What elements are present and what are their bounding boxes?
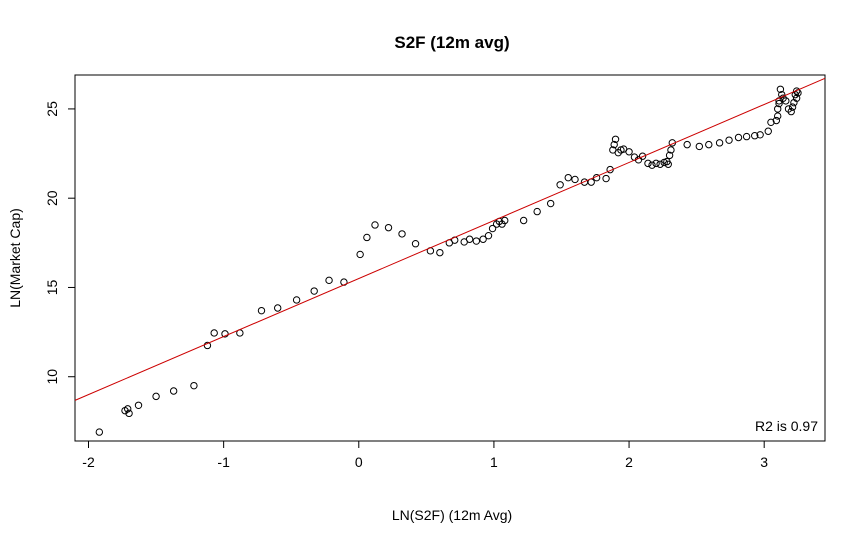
data-point: [792, 94, 801, 102]
x-axis-label: LN(S2F) (12m Avg): [392, 507, 512, 523]
data-point: [742, 132, 751, 141]
data-point: [472, 237, 481, 245]
data-point: [310, 287, 318, 295]
data-point: [644, 159, 652, 168]
data-point: [602, 174, 610, 183]
data-point: [788, 103, 797, 111]
data-point: [725, 136, 733, 144]
data-point: [546, 199, 555, 208]
data-point: [257, 306, 266, 315]
y-tick-label: 15: [44, 279, 60, 295]
data-point: [705, 140, 713, 149]
plot-frame: [74, 74, 826, 442]
chart-title: S2F (12m avg): [394, 33, 509, 52]
data-point: [533, 207, 541, 216]
data-point: [734, 133, 743, 142]
data-point: [411, 240, 420, 248]
data-point: [648, 161, 656, 169]
x-tick-label: 0: [355, 454, 363, 470]
y-tick-label: 20: [44, 190, 60, 206]
data-point: [95, 428, 104, 436]
data-point: [772, 116, 781, 125]
data-point: [774, 105, 782, 113]
data-point: [371, 221, 379, 229]
y-tick-label: 25: [44, 101, 60, 117]
data-point: [210, 329, 218, 337]
data-point: [774, 112, 782, 120]
data-point: [221, 330, 229, 338]
data-point: [169, 387, 178, 395]
x-tick-label: -2: [82, 454, 95, 470]
data-point: [652, 159, 660, 168]
data-point: [611, 135, 620, 143]
data-point: [124, 405, 132, 413]
data-point: [479, 235, 487, 243]
data-point: [203, 341, 212, 350]
data-point: [363, 233, 371, 242]
data-point: [501, 216, 509, 225]
data-point: [356, 250, 364, 259]
data-point: [556, 181, 564, 189]
x-tick-label: 3: [760, 454, 768, 470]
data-point: [756, 131, 764, 139]
data-point: [792, 87, 801, 95]
data-point: [436, 248, 444, 257]
data-point: [665, 151, 674, 160]
data-point: [767, 118, 775, 127]
data-point: [152, 392, 160, 401]
data-point: [776, 85, 785, 93]
x-tick-label: 1: [490, 454, 498, 470]
x-tick-label: 2: [625, 454, 633, 470]
data-point: [134, 401, 143, 409]
y-tick-label: 10: [44, 369, 60, 385]
data-point: [292, 296, 301, 304]
data-point: [488, 224, 497, 233]
data-point: [695, 142, 704, 151]
data-point: [667, 146, 675, 154]
data-point: [638, 152, 647, 160]
data-point: [787, 107, 795, 116]
data-point: [610, 140, 618, 149]
data-point: [625, 148, 633, 156]
data-point: [465, 235, 474, 243]
x-axis: -2 -1 0 1 2 3: [82, 440, 768, 470]
data-points: [95, 85, 802, 436]
data-point: [398, 230, 406, 238]
data-point: [764, 127, 772, 135]
regression-line: [74, 77, 826, 401]
data-point: [683, 140, 691, 149]
data-point: [656, 160, 664, 168]
data-point: [782, 97, 790, 105]
data-point: [571, 175, 579, 184]
y-axis-label: LN(Market Cap): [7, 208, 23, 308]
data-point: [384, 223, 393, 232]
data-point: [564, 173, 572, 182]
r2-annotation: R2 is 0.97: [755, 418, 818, 434]
data-point: [274, 304, 282, 312]
data-point: [778, 90, 786, 99]
x-tick-label: -1: [217, 454, 230, 470]
data-point: [190, 381, 198, 390]
data-point: [519, 216, 528, 225]
y-axis: 10 15 20 25: [44, 101, 76, 385]
data-point: [715, 139, 724, 147]
data-point: [751, 132, 759, 140]
data-point: [664, 160, 672, 168]
data-point: [325, 276, 333, 285]
data-point: [125, 409, 133, 418]
data-point: [484, 231, 493, 240]
data-point: [775, 99, 783, 108]
